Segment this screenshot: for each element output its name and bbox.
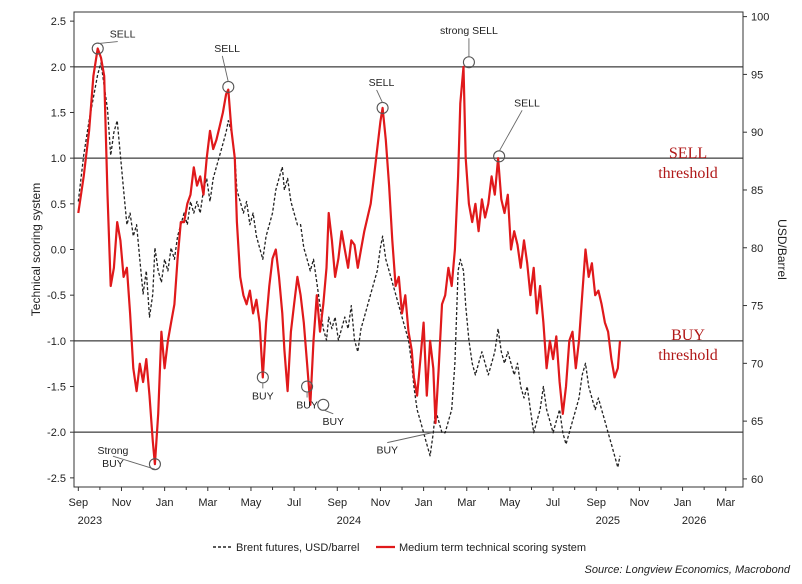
- annotation-label: Strong: [97, 445, 128, 457]
- left-tick-label: -0.5: [47, 290, 66, 302]
- source-note: Source: Longview Economics, Macrobond: [585, 564, 791, 576]
- x-tick-label: Mar: [198, 497, 217, 509]
- left-tick-label: -1.5: [47, 382, 66, 394]
- left-tick-label: 1.5: [51, 107, 66, 119]
- x-tick-label: Nov: [112, 497, 132, 509]
- right-tick-label: 75: [751, 301, 763, 313]
- right-tick-label: 85: [751, 185, 763, 197]
- annotation-label: SELL: [369, 77, 395, 89]
- left-tick-label: 0.0: [51, 245, 66, 257]
- legend-label-score: Medium term technical scoring system: [399, 542, 586, 554]
- x-tick-label: Jan: [674, 497, 692, 509]
- right-tick-label: 60: [751, 474, 763, 486]
- right-tick-label: 90: [751, 127, 763, 139]
- annotation-label: BUY: [322, 416, 344, 428]
- right-tick-label: 95: [751, 69, 763, 81]
- annotation-label: SELL: [214, 43, 240, 55]
- x-tick-label: Mar: [457, 497, 476, 509]
- signal-marker: [317, 398, 330, 411]
- annotation-leader: [112, 455, 156, 470]
- annotation-leader: [323, 409, 334, 415]
- left-tick-label: -1.0: [47, 336, 66, 348]
- buy-threshold-label: threshold: [658, 347, 718, 364]
- x-tick-label: Jul: [546, 497, 560, 509]
- year-label: 2026: [682, 515, 706, 527]
- year-label: 2024: [337, 515, 361, 527]
- buy-threshold-label: BUY: [671, 327, 705, 344]
- annotation-leader: [498, 110, 523, 152]
- left-tick-label: -2.0: [47, 427, 66, 439]
- annotation-label: SELL: [514, 97, 540, 109]
- x-tick-label: Jul: [287, 497, 301, 509]
- legend-label-brent: Brent futures, USD/barrel: [236, 542, 360, 554]
- annotation-label: strong SELL: [440, 25, 498, 37]
- x-tick-label: Jan: [156, 497, 174, 509]
- left-tick-label: -2.5: [47, 473, 66, 485]
- x-tick-label: Nov: [630, 497, 650, 509]
- year-label: 2025: [596, 515, 620, 527]
- technical-score-line: [77, 47, 622, 466]
- left-tick-label: 2.0: [51, 62, 66, 74]
- signal-marker: [91, 42, 104, 55]
- left-tick-label: 1.0: [51, 153, 66, 165]
- annotation-leader: [387, 432, 433, 444]
- right-tick-label: 65: [751, 416, 763, 428]
- x-tick-label: Sep: [327, 497, 347, 509]
- x-tick-label: May: [241, 497, 262, 509]
- x-tick-label: Sep: [69, 497, 89, 509]
- right-tick-label: 100: [751, 12, 769, 24]
- annotation-label: BUY: [296, 400, 318, 412]
- sell-threshold-label: SELL: [669, 145, 707, 162]
- signal-marker: [148, 458, 161, 471]
- right-tick-label: 80: [751, 243, 763, 255]
- annotation-leader: [376, 89, 384, 104]
- annotation-leader: [221, 55, 229, 83]
- annotation-label: SELL: [110, 29, 136, 41]
- annotation-label: BUY: [252, 390, 274, 402]
- x-tick-label: Mar: [716, 497, 735, 509]
- annotation-label: BUY: [376, 445, 398, 457]
- annotation-leader: [97, 41, 118, 44]
- left-axis-title: Technical scoring system: [29, 183, 43, 316]
- left-tick-label: 0.5: [51, 199, 66, 211]
- annotation-label: BUY: [102, 458, 124, 470]
- x-tick-label: Nov: [371, 497, 391, 509]
- right-axis-title: USD/Barrel: [775, 219, 789, 280]
- left-tick-label: 2.5: [51, 16, 66, 28]
- right-tick-label: 70: [751, 358, 763, 370]
- year-label: 2023: [78, 515, 102, 527]
- sell-threshold-label: threshold: [658, 165, 718, 182]
- x-tick-label: Sep: [586, 497, 606, 509]
- x-tick-label: Jan: [415, 497, 433, 509]
- x-tick-label: May: [500, 497, 521, 509]
